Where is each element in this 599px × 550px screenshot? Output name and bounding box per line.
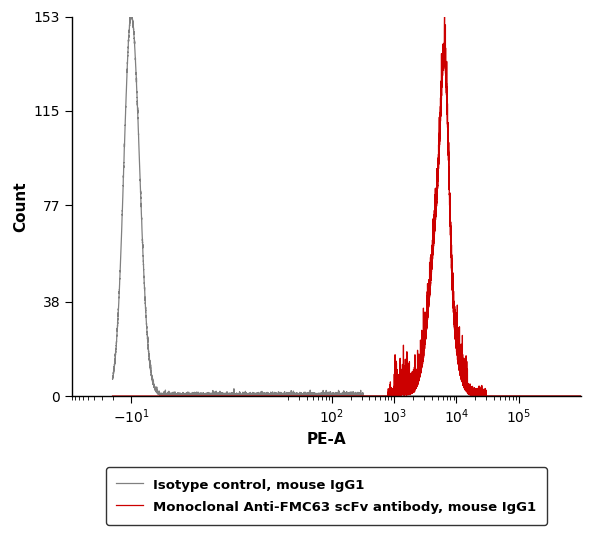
Monoclonal Anti-FMC63 scFv antibody, mouse IgG1 (398, 379, 405, 386)
Y-axis label: Count: Count (13, 181, 28, 232)
Isotype control, mouse IgG1 (338, 393, 345, 399)
Legend: Isotype control, mouse IgG1, Monoclonal Anti-FMC63 scFv antibody, mouse IgG1: Isotype control, mouse IgG1, Monoclonal … (106, 467, 547, 525)
Monoclonal Anti-FMC63 scFv antibody, mouse IgG1 (449, 268, 456, 274)
Isotype control, mouse IgG1 (127, 13, 134, 20)
Isotype control, mouse IgG1 (548, 393, 555, 399)
Isotype control, mouse IgG1 (233, 390, 240, 397)
Isotype control, mouse IgG1 (109, 376, 116, 382)
Monoclonal Anti-FMC63 scFv antibody, mouse IgG1 (577, 393, 585, 399)
Monoclonal Anti-FMC63 scFv antibody, mouse IgG1 (233, 393, 240, 399)
Monoclonal Anti-FMC63 scFv antibody, mouse IgG1 (338, 393, 345, 399)
X-axis label: PE-A: PE-A (307, 432, 346, 447)
Monoclonal Anti-FMC63 scFv antibody, mouse IgG1 (441, 13, 448, 20)
Isotype control, mouse IgG1 (430, 393, 437, 399)
Isotype control, mouse IgG1 (398, 393, 405, 399)
Isotype control, mouse IgG1 (415, 393, 422, 399)
Monoclonal Anti-FMC63 scFv antibody, mouse IgG1 (415, 374, 422, 381)
Monoclonal Anti-FMC63 scFv antibody, mouse IgG1 (548, 393, 555, 399)
Isotype control, mouse IgG1 (577, 393, 585, 399)
Monoclonal Anti-FMC63 scFv antibody, mouse IgG1 (109, 393, 116, 399)
Line: Monoclonal Anti-FMC63 scFv antibody, mouse IgG1: Monoclonal Anti-FMC63 scFv antibody, mou… (113, 16, 581, 396)
Line: Isotype control, mouse IgG1: Isotype control, mouse IgG1 (113, 16, 581, 396)
Isotype control, mouse IgG1 (449, 393, 456, 399)
